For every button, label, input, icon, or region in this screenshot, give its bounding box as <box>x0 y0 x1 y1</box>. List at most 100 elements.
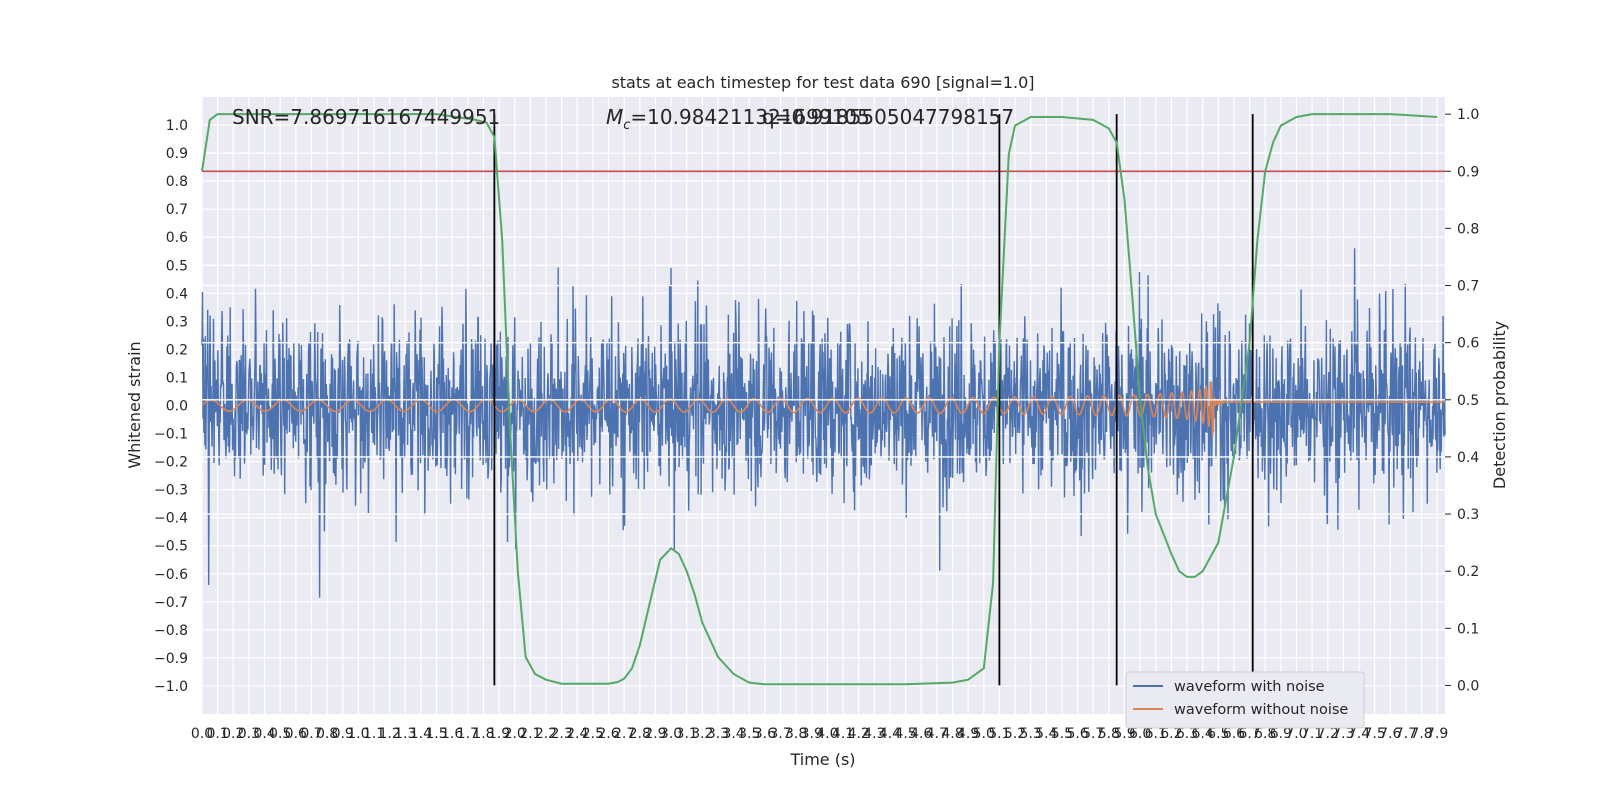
y-tick-label: 0.4 <box>166 286 188 302</box>
y-tick-label: −0.4 <box>154 511 188 527</box>
legend-label-noise: waveform with noise <box>1174 679 1325 695</box>
x-tick-label: 0.0 <box>191 726 213 742</box>
x-tick-label: 3.7 <box>769 726 791 742</box>
x-tick-label: 7.8 <box>1410 726 1432 742</box>
x-tick-label: 3.2 <box>691 726 713 742</box>
legend: waveform with noise waveform without noi… <box>1125 671 1365 729</box>
x-tick-label: 1.9 <box>488 726 510 742</box>
y-tick-label: −0.5 <box>154 539 188 555</box>
x-tick-label: 4.5 <box>894 726 916 742</box>
y-axis-label-right: Detection probability <box>1490 321 1509 489</box>
x-tick-label: 2.0 <box>504 726 526 742</box>
y-tick-label: 0.0 <box>166 399 188 415</box>
x-tick-label: 6.6 <box>1223 726 1245 742</box>
x-tick-label: 3.9 <box>801 726 823 742</box>
x-tick-label: 4.3 <box>863 726 885 742</box>
x-tick-label: 7.0 <box>1285 726 1307 742</box>
y-tick-label: 0.8 <box>166 174 188 190</box>
x-tick-label: 0.6 <box>285 726 307 742</box>
x-tick-label: 7.4 <box>1348 726 1370 742</box>
x-tick-label: 0.7 <box>300 726 322 742</box>
x-tick-label: 7.7 <box>1395 726 1417 742</box>
x-tick-label: 2.9 <box>644 726 666 742</box>
x-tick-label: 7.2 <box>1317 726 1339 742</box>
y-tick-label: 0.5 <box>166 258 188 274</box>
x-tick-label: 1.6 <box>441 726 463 742</box>
y-tick-label: −0.3 <box>154 483 188 499</box>
x-tick-label: 5.9 <box>1113 726 1135 742</box>
x-tick-label: 7.5 <box>1364 726 1386 742</box>
y-tick-label: −0.8 <box>154 623 188 639</box>
x-tick-label: 0.8 <box>316 726 338 742</box>
x-tick-label: 0.5 <box>269 726 291 742</box>
q-annotation: q=0.9185505047798157 <box>762 105 1014 129</box>
x-tick-label: 0.4 <box>253 726 275 742</box>
x-tick-label: 2.7 <box>613 726 635 742</box>
y-tick-label: −0.2 <box>154 455 188 471</box>
x-tick-label: 2.1 <box>519 726 541 742</box>
x-tick-label: 5.8 <box>1098 726 1120 742</box>
x-tick-label: 6.2 <box>1160 726 1182 742</box>
y-axis-label: Whitened strain <box>125 341 144 468</box>
x-tick-label: 7.3 <box>1332 726 1354 742</box>
y-tick-label: 1.0 <box>166 118 188 134</box>
x-tick-label: 4.9 <box>957 726 979 742</box>
y-right-tick-label: 1.0 <box>1457 107 1479 123</box>
y-tick-label: 0.9 <box>166 146 188 162</box>
waveform-without-noise-line <box>201 381 1445 436</box>
series-detection-probability <box>201 113 1438 686</box>
x-tick-label: 0.2 <box>222 726 244 742</box>
x-tick-label: 6.7 <box>1238 726 1260 742</box>
x-tick-label: 6.8 <box>1254 726 1276 742</box>
x-tick-label: 1.0 <box>347 726 369 742</box>
x-tick-label: 5.2 <box>1004 726 1026 742</box>
series-waveform-without-noise <box>201 381 1445 436</box>
x-tick-label: 3.4 <box>722 726 744 742</box>
y-tick-label: −0.6 <box>154 567 188 583</box>
y-tick-label: 0.3 <box>166 314 188 330</box>
x-tick-label: 4.8 <box>941 726 963 742</box>
detection-probability-line <box>201 113 1438 686</box>
legend-label-clean: waveform without noise <box>1174 702 1348 718</box>
x-tick-label: 6.0 <box>1129 726 1151 742</box>
x-tick-label: 6.5 <box>1207 726 1229 742</box>
y-right-tick-label: 0.3 <box>1457 507 1479 523</box>
x-tick-label: 0.1 <box>207 726 229 742</box>
x-tick-label: 4.1 <box>832 726 854 742</box>
x-tick-label: 3.8 <box>785 726 807 742</box>
x-tick-label: 1.5 <box>425 726 447 742</box>
x-tick-label: 6.3 <box>1176 726 1198 742</box>
x-tick-label: 2.8 <box>629 726 651 742</box>
y-right-tick-label: 0.1 <box>1457 621 1479 637</box>
x-tick-label: 5.6 <box>1066 726 1088 742</box>
x-tick-label: 6.4 <box>1192 726 1214 742</box>
y-tick-label: −1.0 <box>154 679 188 695</box>
x-tick-label: 5.4 <box>1035 726 1057 742</box>
y-tick-label: −0.9 <box>154 651 188 667</box>
x-tick-label: 7.1 <box>1301 726 1323 742</box>
x-tick-label: 3.0 <box>660 726 682 742</box>
x-tick-label: 1.7 <box>457 726 479 742</box>
x-tick-label: 5.0 <box>973 726 995 742</box>
x-tick-label: 4.6 <box>910 726 932 742</box>
legend-box <box>1125 671 1365 729</box>
x-tick-label: 6.9 <box>1270 726 1292 742</box>
x-tick-label: 1.2 <box>378 726 400 742</box>
x-tick-label: 4.2 <box>848 726 870 742</box>
y-right-tick-label: 0.7 <box>1457 279 1479 295</box>
y-tick-label: 0.7 <box>166 202 188 218</box>
y-tick-label: 0.6 <box>166 230 188 246</box>
x-tick-label: 0.3 <box>238 726 260 742</box>
axis-layer: 0.00.10.20.30.40.50.60.70.80.91.01.11.21… <box>154 107 1479 742</box>
x-tick-label: 5.3 <box>1020 726 1042 742</box>
x-tick-label: 6.1 <box>1145 726 1167 742</box>
x-tick-label: 3.3 <box>707 726 729 742</box>
chart-title: stats at each timestep for test data 690… <box>611 73 1034 92</box>
x-tick-label: 2.3 <box>550 726 572 742</box>
mc-annotation: Mc=10.984211321699105 <box>606 105 870 133</box>
x-tick-label: 1.3 <box>394 726 416 742</box>
y-right-tick-label: 0.2 <box>1457 564 1479 580</box>
snr-annotation: SNR=7.869716167449951 <box>232 105 500 129</box>
